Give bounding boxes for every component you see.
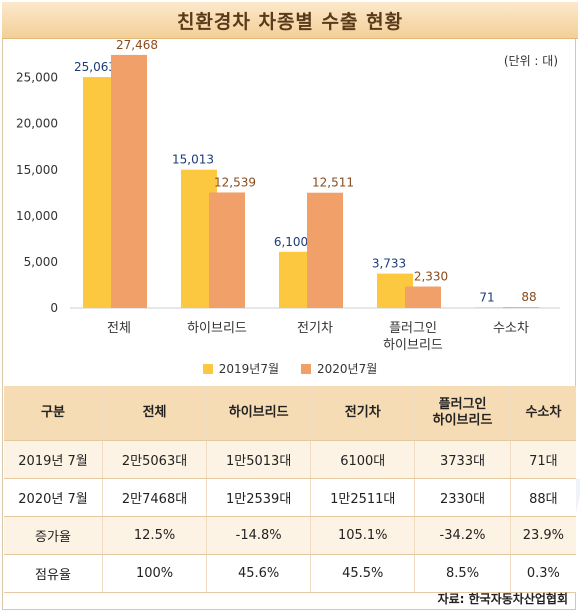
table-row: 2019년 7월 2만5063대 1만5013대 6100대 3733대 71대 — [4, 440, 576, 479]
table-row: 2020년 7월 2만7468대 1만2539대 1만2511대 2330대 88대 — [4, 478, 576, 517]
table-header-cell: 전기차 — [310, 386, 416, 441]
table-header-cell: 전체 — [102, 386, 208, 441]
x-tick-label: 전기차 — [297, 321, 333, 336]
table-cell: 45.5% — [310, 554, 416, 593]
x-tick-label: 플러그인 — [389, 321, 437, 336]
data-label-2020: 27,468 — [116, 40, 158, 52]
y-tick-label: 25,000 — [16, 71, 58, 85]
x-tick-label: 수소차 — [493, 321, 529, 336]
bar-2020 — [503, 307, 539, 308]
data-label-2020: 12,511 — [312, 176, 354, 190]
legend-swatch-2020 — [301, 363, 311, 374]
row-label-cell: 점유율 — [4, 554, 103, 593]
y-tick-label: 20,000 — [16, 117, 58, 131]
bar-2020 — [307, 192, 343, 308]
unit-label: (단위 : 대) — [503, 54, 558, 68]
data-label-2019: 25,063 — [74, 60, 116, 74]
row-label-cell: 2020년 7월 — [4, 478, 103, 517]
bar-2020 — [209, 192, 245, 308]
table-row: 증가율 12.5% -14.8% 105.1% -34.2% 23.9% — [4, 516, 576, 555]
data-label-2019: 3,733 — [372, 257, 406, 271]
table-header-cell: 수소차 — [510, 386, 576, 441]
row-label-cell: 2019년 7월 — [4, 440, 103, 479]
legend-item-2020: 2020년7월 — [301, 360, 377, 377]
table-header-cell: 하이브리드 — [206, 386, 312, 441]
x-tick-label: 전체 — [107, 321, 131, 336]
source-note: 자료: 한국자동차산업협회 — [437, 592, 568, 606]
y-tick-label: 5,000 — [24, 255, 58, 269]
data-table: 구분 전체 하이브리드 전기차 플러그인 하이브리드 수소차 2019년 7월 2만5063대… — [4, 386, 576, 593]
table-cell: 1만5013대 — [206, 440, 312, 479]
table-cell: 2만7468대 — [102, 478, 208, 517]
y-tick-label: 0 — [50, 301, 58, 315]
table-header-row: 구분 전체 하이브리드 전기차 플러그인 하이브리드 수소차 — [4, 386, 576, 441]
table-cell: 8.5% — [414, 554, 511, 593]
table-row: 점유율 100% 45.6% 45.5% 8.5% 0.3% — [4, 554, 576, 593]
chart-legend: 2019년7월 2020년7월 — [0, 360, 580, 377]
table-cell: 6100대 — [310, 440, 416, 479]
legend-item-2019: 2019년7월 — [202, 360, 279, 377]
table-cell: 105.1% — [310, 516, 416, 555]
y-tick-label: 10,000 — [16, 209, 58, 223]
table-cell: 100% — [102, 554, 208, 593]
table-cell: 2만5063대 — [102, 440, 208, 479]
table-cell: 1만2511대 — [310, 478, 416, 517]
legend-label-2020: 2020년7월 — [317, 362, 378, 376]
table-header-cell: 구분 — [4, 386, 103, 441]
table-cell: 23.9% — [510, 516, 576, 555]
table-cell: 1만2539대 — [206, 478, 312, 517]
data-label-2019: 6,100 — [274, 235, 308, 249]
table-cell: 2330대 — [414, 478, 511, 517]
bar-2019 — [475, 307, 511, 308]
table-cell: -14.8% — [206, 516, 312, 555]
table-cell: 88대 — [510, 478, 576, 517]
title-bar: 친환경차 차종별 수출 현황 — [2, 2, 578, 39]
y-tick-label: 15,000 — [16, 163, 58, 177]
x-tick-label: 하이브리드 — [383, 338, 443, 353]
chart-title: 친환경차 차종별 수출 현황 — [176, 10, 404, 33]
data-label-2020: 88 — [521, 290, 536, 304]
x-tick-label: 하이브리드 — [187, 321, 247, 336]
table-cell: 45.6% — [206, 554, 312, 593]
bar-2020 — [405, 286, 441, 308]
table-cell: 71대 — [510, 440, 576, 479]
table-cell: 12.5% — [102, 516, 208, 555]
table-body: 2019년 7월 2만5063대 1만5013대 6100대 3733대 71대 2020년… — [4, 440, 576, 593]
table-cell: 3733대 — [414, 440, 511, 479]
row-label-cell: 증가율 — [4, 516, 103, 555]
data-label-2020: 2,330 — [414, 270, 448, 284]
bar-2020 — [111, 54, 147, 308]
table-header-cell: 플러그인 하이브리드 — [414, 386, 511, 441]
data-label-2019: 15,013 — [172, 153, 214, 167]
data-label-2020: 12,539 — [214, 175, 256, 189]
data-label-2019: 71 — [479, 290, 494, 304]
table-cell: -34.2% — [414, 516, 511, 555]
table-cell: 0.3% — [510, 554, 576, 593]
bar-chart: 0 5,000 10,000 15,000 20,000 25,000 25,06327,4… — [16, 40, 560, 353]
legend-swatch-2019 — [202, 363, 213, 374]
legend-label-2019: 2019년7월 — [218, 362, 279, 376]
